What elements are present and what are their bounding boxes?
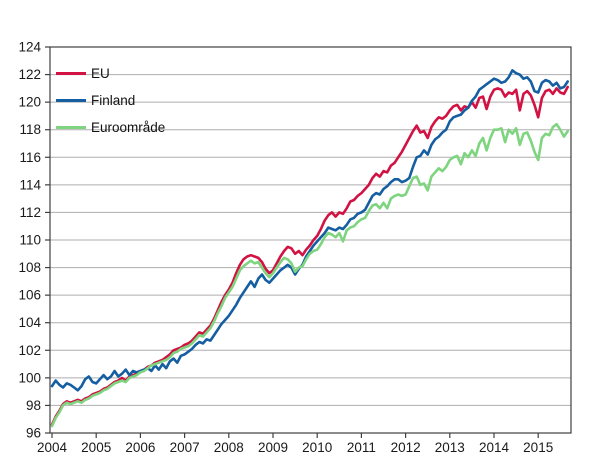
y-axis-tick-label: 110 [19,233,41,248]
x-axis-tick-label: 2008 [214,440,244,455]
series-line-finland [50,69,570,392]
y-axis-tick-label: 104 [18,315,41,330]
x-axis-tick-label: 2013 [435,440,465,455]
y-axis-tick-label: 120 [18,95,41,110]
legend-swatch-euroomrade [56,126,86,129]
y-axis-tick-label: 108 [18,260,41,275]
y-axis-tick-label: 116 [19,150,41,165]
legend-swatch-finland [56,99,86,102]
legend-item-finland: Finland [56,87,165,114]
y-axis-tick-label: 118 [19,122,41,137]
series-line-euroområde [50,122,570,428]
y-axis-tick-label: 106 [18,288,41,303]
x-axis-tick-label: 2009 [258,440,288,455]
y-axis-tick-label: 98 [26,398,41,413]
legend-label-finland: Finland [91,92,136,108]
x-axis-tick-label: 2014 [479,440,510,455]
y-axis-tick-label: 124 [18,40,41,55]
y-axis-tick-label: 112 [19,205,41,220]
x-axis-tick-label: 2010 [302,440,332,455]
legend-swatch-eu [56,72,86,75]
y-axis-tick-label: 122 [18,67,41,82]
x-axis-tick-label: 2011 [347,440,376,455]
y-axis-tick-label: 96 [26,426,41,441]
y-axis-tick-label: 100 [18,370,41,385]
y-axis-tick-label: 114 [19,177,41,192]
legend-item-euroomrade: Euroområde [56,114,165,141]
x-axis-tick-label: 2012 [391,440,421,455]
x-axis-tick-label: 2004 [37,440,68,455]
x-axis-tick-label: 2005 [81,440,111,455]
legend-label-eu: EU [91,65,110,81]
x-axis-tick-label: 2015 [523,440,553,455]
x-axis-tick-label: 2007 [170,440,200,455]
chart-legend: EU Finland Euroområde [56,60,165,141]
y-axis-tick-label: 102 [18,343,41,358]
x-axis-tick-label: 2006 [125,440,155,455]
legend-item-eu: EU [56,60,165,87]
legend-label-euroomrade: Euroområde [91,119,166,135]
